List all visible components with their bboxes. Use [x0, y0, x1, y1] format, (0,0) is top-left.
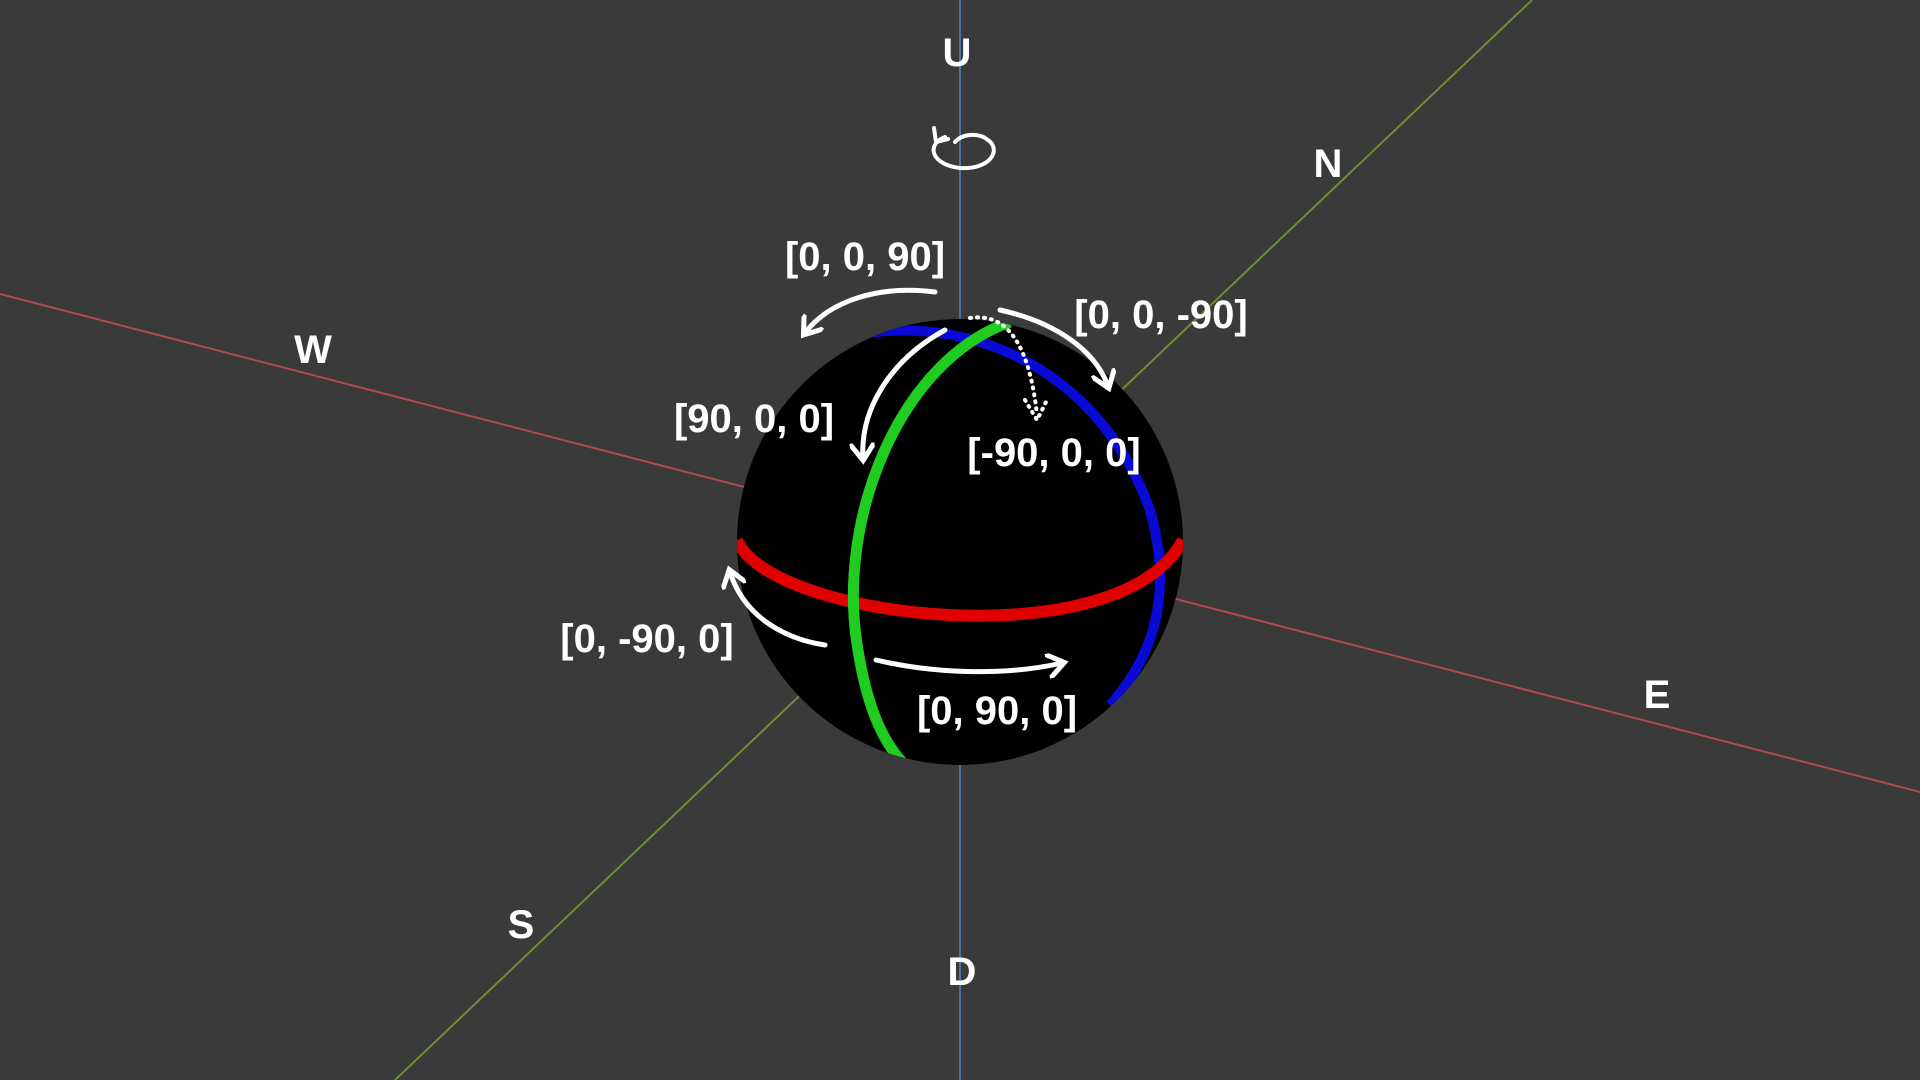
rotate-icon: [931, 126, 996, 171]
up-label: U: [943, 31, 972, 75]
roll-right-arrow: [997, 307, 1108, 386]
west-label: W: [294, 328, 332, 372]
pitch-up-arrow: [968, 315, 1039, 417]
pitch-up-label: [-90, 0, 0]: [967, 431, 1140, 475]
roll-left-label: [0, 0, 90]: [785, 235, 945, 279]
yaw-left-arrow: [730, 572, 828, 648]
orientation-sphere: [737, 319, 1183, 765]
yaw-left-label: [0, -90, 0]: [560, 617, 733, 661]
yaw-right-arrow: [873, 660, 1062, 672]
roll-right-label: [0, 0, -90]: [1074, 293, 1247, 337]
north-label: N: [1314, 142, 1343, 186]
red-ring: [737, 537, 1183, 622]
roll-left-arrow: [805, 287, 938, 333]
green-ring: [847, 319, 1012, 765]
pitch-down-label: [90, 0, 0]: [674, 397, 834, 441]
yaw-right-label: [0, 90, 0]: [917, 689, 1077, 733]
pitch-down-arrow: [863, 327, 948, 458]
blue-ring: [792, 325, 1165, 709]
down-label: D: [948, 950, 977, 994]
east-label: E: [1644, 673, 1671, 717]
pitch-up-arrowhead: [1023, 398, 1049, 425]
south-label: S: [508, 903, 535, 947]
